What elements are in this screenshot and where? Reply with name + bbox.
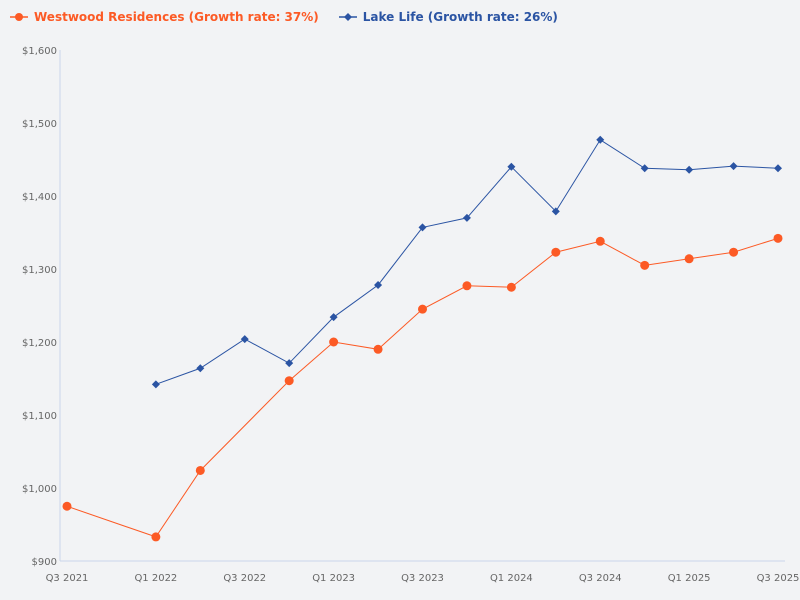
series-line-0	[66, 237, 779, 538]
diamond-marker-icon	[338, 13, 357, 21]
x-tick-label: Q1 2022	[134, 573, 177, 584]
x-tick-label: Q3 2021	[46, 573, 89, 584]
data-point	[462, 281, 472, 291]
legend-label: Westwood Residences (Growth rate: 37%)	[34, 10, 319, 24]
x-tick-label: Q3 2024	[579, 573, 622, 584]
data-point	[507, 162, 516, 171]
data-point	[374, 281, 383, 290]
data-point	[729, 162, 738, 171]
circle-marker-icon	[10, 13, 28, 21]
data-point	[329, 337, 339, 347]
data-point	[62, 501, 72, 511]
data-point	[685, 165, 694, 174]
data-point	[595, 236, 605, 246]
y-tick-label: $1,200	[22, 338, 57, 349]
legend-item-lake-life[interactable]: Lake Life (Growth rate: 26%)	[338, 10, 558, 24]
x-tick-label: Q3 2022	[223, 573, 266, 584]
x-tick-label: Q3 2025	[757, 573, 800, 584]
data-point	[773, 233, 783, 243]
x-tick-label: Q1 2024	[490, 573, 533, 584]
y-tick-label: $1,300	[22, 265, 57, 276]
data-point	[151, 380, 160, 389]
data-point	[284, 376, 294, 386]
y-tick-label: $1,600	[22, 46, 57, 57]
y-tick-label: $900	[32, 557, 57, 568]
data-point	[551, 247, 561, 257]
data-point	[506, 282, 516, 292]
legend-label: Lake Life (Growth rate: 26%)	[362, 10, 558, 24]
y-tick-label: $1,000	[22, 484, 57, 495]
data-point	[195, 465, 205, 475]
data-point	[729, 247, 739, 257]
data-point	[640, 164, 649, 173]
data-point	[640, 260, 650, 270]
legend: Westwood Residences (Growth rate: 37%) L…	[10, 10, 558, 24]
y-tick-label: $1,500	[22, 119, 57, 130]
data-point	[462, 213, 471, 222]
legend-item-westwood[interactable]: Westwood Residences (Growth rate: 37%)	[10, 10, 319, 24]
y-tick-label: $1,400	[22, 192, 57, 203]
data-point	[196, 364, 205, 373]
data-point	[329, 313, 338, 322]
data-point	[684, 254, 694, 264]
x-tick-label: Q1 2025	[668, 573, 711, 584]
data-point	[285, 359, 294, 368]
data-point	[596, 135, 605, 144]
data-point	[551, 207, 560, 216]
y-tick-label: $1,100	[22, 411, 57, 422]
data-point	[151, 532, 161, 542]
data-point	[774, 164, 782, 173]
series-line-1	[155, 139, 779, 385]
data-point	[418, 304, 427, 314]
x-tick-label: Q3 2023	[401, 573, 444, 584]
data-point	[373, 344, 383, 354]
data-point	[240, 335, 249, 344]
data-point	[418, 223, 427, 232]
x-tick-label: Q1 2023	[312, 573, 355, 584]
